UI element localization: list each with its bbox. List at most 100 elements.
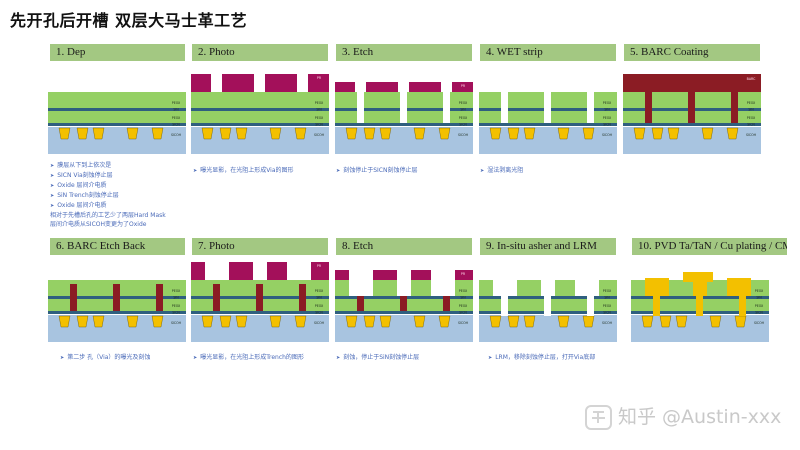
step-2-note: ➤ 曝光显影，在光阻上形成Via的图形 — [193, 167, 294, 174]
sin-label: SIN — [460, 296, 466, 300]
metal-line — [92, 127, 105, 140]
sin-label: SIN — [604, 108, 610, 112]
peox-label: PEOX — [603, 116, 612, 120]
metal-line — [523, 315, 536, 328]
substrate-layer — [191, 315, 329, 342]
sicn-label: SICN — [755, 311, 763, 315]
note-row: ➤ SiN Trench刻蚀停止层 — [50, 192, 119, 199]
note-row: 相对于先槽后孔的工艺少了两层Hard Mask — [50, 212, 166, 219]
metal-line — [294, 127, 307, 140]
step-label-9: 9. In-situ asher and LRM — [480, 238, 616, 255]
metal-line — [269, 315, 282, 328]
photoresist-block — [308, 74, 329, 92]
metal-line — [76, 127, 89, 140]
peox-label: PEOX — [459, 116, 468, 120]
sicn-label: SICN — [603, 123, 611, 127]
metal-line — [489, 127, 502, 140]
barc-plug — [70, 284, 77, 311]
sicn-label: SICN — [315, 311, 323, 315]
copper-via — [739, 280, 746, 316]
sicn-label: SICN — [459, 311, 467, 315]
peox-label: PEOX — [459, 101, 468, 105]
peox-label: PEOX — [755, 304, 764, 308]
bullet-arrow-icon: ➤ — [193, 168, 198, 174]
peox-label: PEOX — [747, 101, 756, 105]
metal-line — [363, 127, 376, 140]
sicoh-label: SICOH — [458, 133, 469, 137]
photoresist-block — [191, 262, 205, 280]
substrate-layer — [479, 127, 617, 154]
peox-label: PEOX — [172, 101, 181, 105]
photoresist-block — [366, 82, 398, 92]
step-10-diagram: PEOX SIN PEOX SICN SICOH — [631, 272, 769, 342]
substrate-layer — [479, 315, 617, 342]
metal-line — [363, 315, 376, 328]
watermark: 知乎 @Austin-xxx — [585, 402, 781, 430]
copper-via — [696, 280, 703, 316]
etched-opening — [397, 280, 411, 296]
sicoh-label: SICOH — [314, 133, 325, 137]
oxide-layer-lower — [191, 111, 329, 123]
sicn-label: SICN — [172, 311, 180, 315]
metal-line — [92, 315, 105, 328]
step-6-note: ➤ 第二步 孔（Via）的曝光及刻蚀 — [60, 354, 151, 361]
barc-fill — [688, 92, 695, 123]
bullet-arrow-icon: ➤ — [336, 168, 341, 174]
photoresist-block — [411, 270, 431, 280]
peox-label: PEOX — [603, 304, 612, 308]
step-8-diagram: PEOX SIN PEOX SICN SICOH PR — [335, 270, 473, 342]
step-2-diagram: PEOX SIN PEOX SICN SICOH PR — [191, 74, 329, 154]
sin-label: SIN — [460, 108, 466, 112]
metal-line — [151, 127, 164, 140]
photoresist-block — [311, 262, 329, 280]
step-5-diagram: PEOX SIN PEOX SICN SICOH BARC — [623, 74, 761, 154]
bullet-arrow-icon: ➤ — [50, 193, 55, 199]
bullet-arrow-icon: ➤ — [50, 203, 55, 209]
peox-label: PEOX — [315, 304, 324, 308]
zhihu-logo-icon — [585, 405, 612, 430]
etched-opening — [501, 92, 508, 123]
sin-label: SIN — [748, 108, 754, 112]
sicn-label: SICN — [315, 123, 323, 127]
note-row: ➤ Oxide 层间介电质 — [50, 182, 107, 189]
sicoh-label: SICOH — [754, 321, 765, 325]
metal-line — [651, 127, 664, 140]
bullet-arrow-icon: ➤ — [488, 355, 493, 361]
pr-label: PR — [461, 272, 466, 276]
metal-line — [659, 315, 672, 328]
sicn-label: SICN — [459, 123, 467, 127]
photoresist-block — [267, 262, 287, 280]
step-9-note: ➤ LRM，移除刻蚀停止层，打开Via底部 — [488, 354, 596, 361]
sicoh-label: SICOH — [171, 321, 182, 325]
note-row: ➤ SICN Via刻蚀停止层 — [50, 172, 113, 179]
peox-label: PEOX — [172, 116, 181, 120]
step-label-2: 2. Photo — [192, 44, 328, 61]
sin-label: SIN — [173, 108, 179, 112]
sicoh-label: SICOH — [602, 321, 613, 325]
step-1-notes: ➤ 膜层从下到上依次是 ➤ SICN Via刻蚀停止层 ➤ Oxide 层间介电质 ➤… — [50, 161, 166, 229]
barc-plug — [400, 296, 407, 311]
sicn-layer — [623, 123, 761, 126]
step-label-6: 6. BARC Etch Back — [50, 238, 185, 255]
peox-label: PEOX — [459, 289, 468, 293]
barc-label: BARC — [747, 77, 756, 81]
photoresist-block — [335, 82, 355, 92]
sicoh-label: SICOH — [602, 133, 613, 137]
step-label-7: 7. Photo — [192, 238, 328, 255]
barc-fill — [645, 92, 652, 123]
metal-line — [345, 127, 358, 140]
metal-line — [701, 127, 714, 140]
metal-line — [201, 127, 214, 140]
peox-label: PEOX — [315, 116, 324, 120]
note-row: 层间介电质从SICOH变更为了Oxide — [50, 221, 147, 228]
page-title: 先开孔后开槽 双层大马士革工艺 — [10, 11, 248, 30]
bullet-arrow-icon: ➤ — [50, 183, 55, 189]
metal-line — [58, 127, 71, 140]
oxide-layer-upper — [191, 92, 329, 108]
oxide-layer-lower — [48, 111, 186, 123]
etched-opening — [501, 280, 508, 316]
barc-plug — [156, 284, 163, 311]
etched-opening — [443, 92, 450, 123]
step-label-4: 4. WET strip — [480, 44, 616, 61]
metal-line — [294, 315, 307, 328]
